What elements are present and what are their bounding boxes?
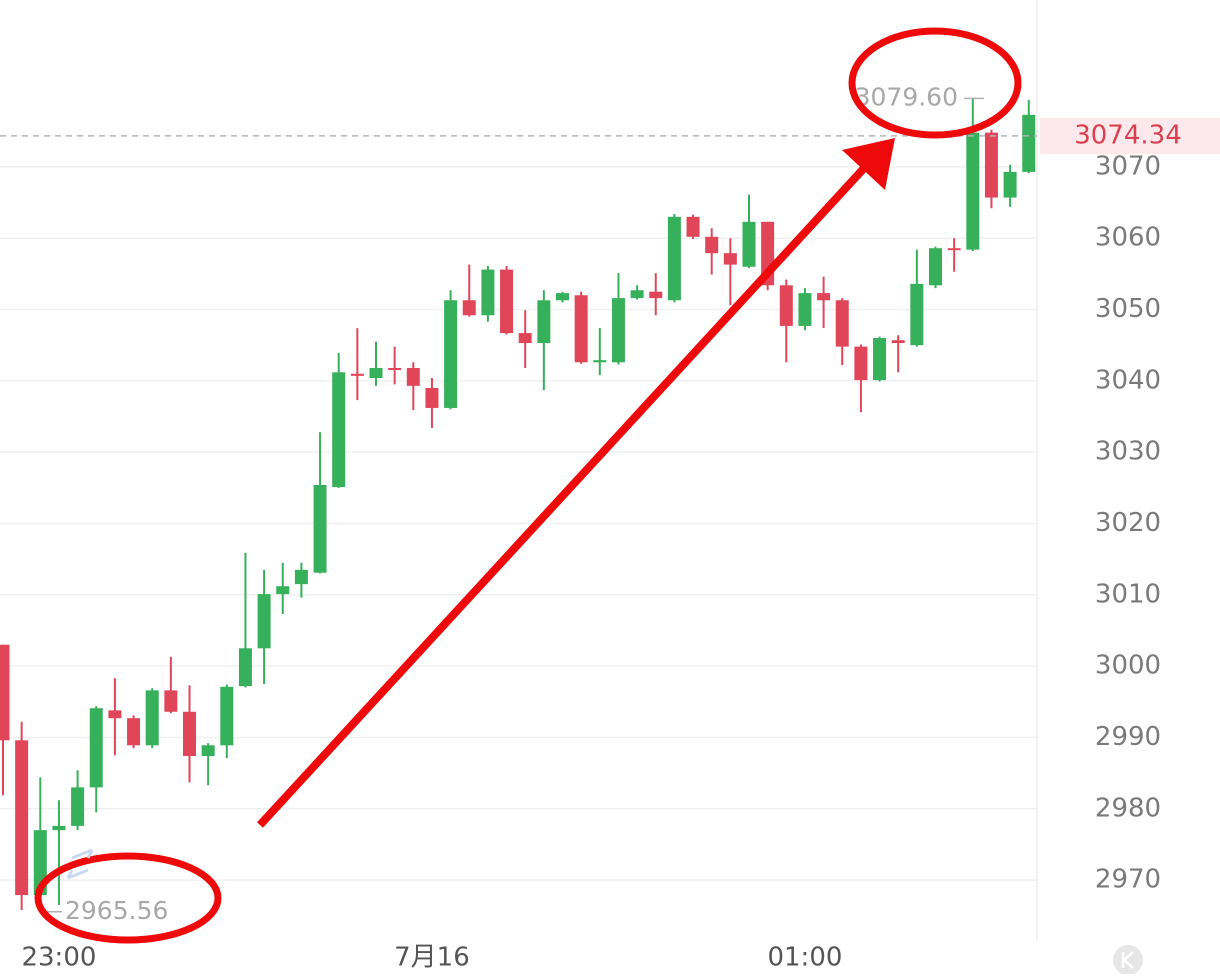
candle-body — [127, 718, 141, 746]
candle-body — [89, 708, 103, 788]
candle-body — [145, 690, 159, 746]
candle-body — [518, 333, 532, 344]
candle-body — [183, 711, 196, 756]
candle-body — [723, 253, 737, 265]
candle-body — [556, 293, 569, 301]
min-label: 2965.56 — [65, 896, 168, 925]
candle-body — [481, 269, 495, 316]
candle-body — [201, 745, 215, 756]
candle-body — [966, 132, 980, 250]
y-tick-label: 3070 — [1095, 151, 1161, 181]
candle-body — [817, 293, 831, 301]
candle-body — [798, 293, 812, 326]
candle-body — [462, 300, 476, 316]
candle-body — [630, 290, 644, 299]
refresh-icon[interactable] — [66, 848, 94, 880]
candle-body — [15, 740, 29, 896]
candle-body — [611, 298, 625, 363]
candle-body — [537, 300, 551, 344]
candle-body — [891, 340, 905, 344]
y-tick-label: 2970 — [1095, 865, 1161, 895]
last-price-box — [1040, 117, 1220, 154]
candle-body — [369, 368, 383, 378]
candle-body — [52, 825, 66, 831]
candle-body — [444, 300, 458, 408]
y-tick-label: 2980 — [1095, 793, 1161, 823]
candle-body — [873, 338, 887, 381]
candle-body — [276, 586, 290, 595]
trend-arrow — [257, 163, 869, 828]
candle-body — [406, 368, 420, 386]
icon-circle[interactable] — [1113, 945, 1143, 975]
candle-body — [257, 594, 271, 649]
last-price-label: 3074.34 — [1074, 120, 1182, 150]
arrow-head — [842, 138, 895, 190]
icon-glyph — [1121, 951, 1134, 969]
x-tick-label: 7月16 — [394, 943, 470, 973]
candle-body — [854, 346, 868, 381]
candle-body — [742, 221, 756, 267]
grid — [0, 166, 1037, 881]
y-tick-label: 3020 — [1095, 508, 1161, 538]
candle-body — [332, 372, 346, 488]
labels: 2970 2980 2990 3000 3010 3020 3030 3040 3050 3060… — [0, 82, 1220, 973]
candle-body — [984, 132, 998, 198]
x-tick-label: 23:00 — [21, 943, 96, 973]
y-tick-label: 3010 — [1095, 579, 1161, 609]
candle-body — [593, 360, 607, 363]
y-tick-label: 2990 — [1095, 722, 1161, 752]
annotation-overlay — [34, 27, 1022, 944]
candle-body — [779, 285, 793, 326]
candle-body — [350, 373, 364, 376]
candles — [0, 98, 1036, 912]
candle-body — [388, 368, 402, 371]
kline-icon[interactable] — [1113, 945, 1143, 975]
candle-body — [929, 248, 942, 286]
max-label: 3079.60 — [855, 82, 958, 111]
candle-body — [947, 248, 961, 251]
candle-body — [238, 648, 252, 687]
x-tick-label: 01:00 — [767, 943, 842, 973]
y-tick-label: 3000 — [1095, 651, 1161, 681]
highlight-circle — [848, 27, 1022, 139]
candle-body — [686, 216, 700, 237]
candle-body — [0, 644, 10, 741]
candle-body — [425, 387, 439, 408]
y-tick-label: 3030 — [1095, 437, 1161, 467]
candle-body — [574, 295, 588, 363]
candle-body — [108, 710, 122, 719]
highlight-circle — [34, 852, 222, 944]
candle-body — [164, 690, 178, 712]
candle-body — [294, 569, 308, 585]
candle-body — [71, 787, 85, 826]
y-tick-label: 3050 — [1095, 294, 1161, 324]
icon-glyph[interactable] — [66, 848, 94, 880]
y-tick-label: 3040 — [1095, 365, 1161, 395]
candle-body — [910, 283, 924, 346]
candle-body — [835, 300, 849, 347]
candle-body — [649, 291, 663, 299]
candle-body — [313, 484, 327, 573]
candle-body — [500, 269, 514, 334]
candle-body — [220, 686, 234, 746]
y-tick-label: 3060 — [1095, 223, 1161, 253]
candle-body — [1022, 114, 1036, 172]
candle-body — [1003, 171, 1017, 198]
candle-body — [667, 216, 681, 301]
candle-body — [705, 236, 719, 254]
